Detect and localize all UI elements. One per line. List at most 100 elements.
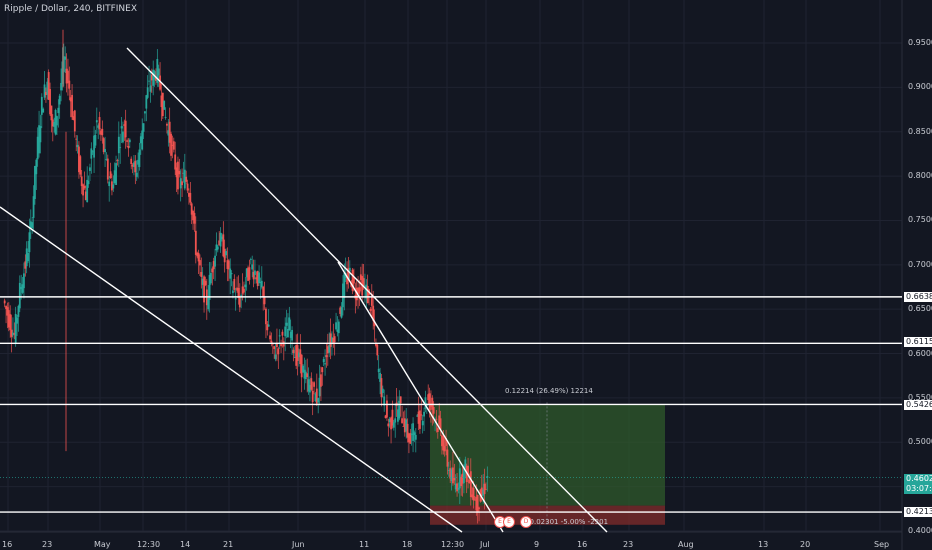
candle-body [445, 438, 447, 446]
candle-body [106, 158, 109, 180]
candle-body [194, 230, 197, 255]
candle-body [369, 308, 372, 311]
candle-body [179, 178, 182, 189]
candle-body [141, 130, 144, 150]
candle-body [397, 409, 399, 422]
candle-body [18, 282, 21, 309]
candle-body [416, 415, 419, 417]
candle-body [119, 147, 122, 148]
candle-body [35, 159, 38, 175]
candle-body [46, 81, 49, 95]
candle-body [372, 305, 375, 321]
candle-body [124, 120, 127, 138]
candle-body [351, 269, 354, 291]
candle-body [186, 183, 189, 191]
candle-body [436, 428, 439, 432]
candle-body [225, 251, 227, 256]
candle-body [293, 357, 296, 358]
candle-body [269, 335, 271, 340]
candle-body [333, 336, 336, 343]
candle-body [442, 436, 445, 451]
candle-body [87, 180, 90, 185]
candle-body [138, 149, 141, 168]
candle-body [83, 185, 86, 189]
candle-body [483, 483, 486, 495]
candle-body [263, 296, 266, 305]
candle-body [172, 141, 175, 150]
level-tag-4: 0.42135 [904, 507, 932, 517]
candle-body [108, 181, 111, 187]
candle-body [452, 467, 454, 484]
candle-body [215, 244, 218, 251]
candle-body [216, 246, 219, 250]
candle-body [412, 423, 414, 441]
time-tick-label: Jul [480, 540, 490, 549]
candle-body [302, 365, 304, 373]
time-tick-label: 16 [577, 540, 588, 549]
candle-body [373, 321, 376, 327]
price-tick-label: 0.90000 [908, 82, 932, 92]
candle-body [480, 487, 483, 496]
candle-body [289, 331, 292, 338]
candle-body [259, 282, 262, 284]
candle-body [159, 75, 161, 90]
candle-body [359, 274, 362, 280]
candle-body [192, 210, 194, 221]
candle-body [207, 297, 210, 310]
candle-body [460, 476, 463, 487]
candle-body [145, 95, 148, 109]
candle-body [93, 135, 95, 158]
candle-body [347, 268, 350, 280]
candle-body [148, 80, 150, 82]
candle-body [89, 167, 91, 171]
candle-body [401, 418, 403, 423]
candle-body [122, 131, 124, 143]
candle-body [166, 123, 168, 126]
candle-body [280, 343, 282, 347]
candle-body [355, 287, 358, 301]
candle-body [299, 349, 302, 365]
candle-body [137, 159, 139, 165]
time-tick-label: 14 [180, 540, 191, 549]
candle-body [325, 355, 328, 358]
candle-body [181, 181, 183, 186]
candle-body [188, 192, 190, 197]
candle-body [155, 76, 157, 81]
candle-body [193, 212, 196, 224]
candle-body [456, 483, 458, 492]
price-tick-label: 0.65000 [908, 304, 932, 314]
candle-body [157, 68, 160, 76]
candle-body [310, 378, 313, 390]
candle-body [288, 317, 291, 331]
time-tick-label: 11 [359, 540, 370, 549]
candle-body [387, 423, 390, 427]
time-tick-label: 13 [758, 540, 769, 549]
candle-body [69, 97, 72, 102]
time-tick-label: 9 [534, 540, 540, 549]
candle-body [357, 287, 359, 294]
time-tick-label: Jun [292, 540, 305, 549]
event-marker-e2[interactable]: E [503, 516, 515, 528]
candle-body [307, 379, 310, 392]
candle-body [463, 466, 465, 484]
candle-body [64, 56, 67, 60]
candle-body [340, 307, 343, 318]
candle-body [245, 268, 248, 278]
candle-body [254, 270, 256, 276]
candle-body [365, 284, 368, 299]
candle-body [73, 110, 76, 132]
candle-body [243, 288, 245, 293]
candle-body [12, 332, 14, 336]
candle-body [84, 191, 87, 200]
candle-body [255, 277, 258, 280]
candle-body [115, 163, 117, 185]
candle-body [62, 56, 65, 72]
candle-body [247, 267, 249, 281]
candle-body [126, 140, 128, 142]
event-marker-d[interactable]: D [520, 516, 532, 528]
candle-body [362, 278, 365, 286]
trendline-steep [337, 261, 504, 533]
candle-body [276, 343, 278, 348]
